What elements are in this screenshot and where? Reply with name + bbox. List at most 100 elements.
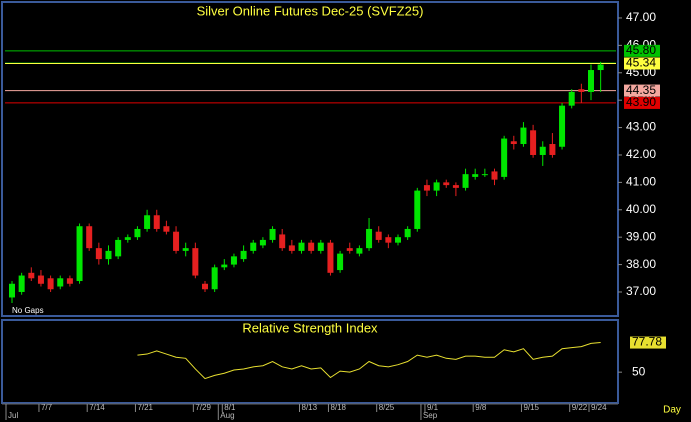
candle-body (559, 105, 566, 147)
candle-body (230, 256, 237, 265)
candle-body (288, 245, 295, 251)
candle-body (404, 228, 411, 238)
y-tick-label: 39.00 (626, 229, 656, 243)
month-label: Aug (220, 411, 234, 420)
rsi-last-label: 77.78 (632, 335, 662, 349)
y-tick-label: 47.00 (626, 10, 656, 24)
candle-body (568, 91, 575, 106)
candle-body (317, 242, 324, 251)
x-tick-label: 7/29 (195, 403, 211, 412)
candle-body (28, 272, 35, 279)
price-panel (1, 1, 619, 317)
candle-body (356, 248, 363, 254)
x-tick-label: 9/1 (427, 403, 439, 412)
candle-body (202, 283, 208, 290)
candle-body (86, 226, 93, 249)
candle-body (346, 248, 353, 251)
level-box (624, 44, 660, 57)
candle-body (144, 215, 151, 229)
level-label: 45.34 (626, 56, 656, 70)
period-label: Day (663, 405, 681, 416)
candle-body (279, 234, 286, 249)
candle-body (240, 250, 247, 260)
x-tick-label: 9/8 (475, 403, 487, 412)
candle-body (173, 231, 180, 251)
x-tick-label: 7/21 (137, 403, 153, 412)
month-label: Jul (8, 411, 18, 420)
chart-title: Silver Online Futures Dec-25 (SVFZ25) (197, 3, 424, 18)
month-label: Sep (423, 411, 438, 420)
candle-body (211, 267, 218, 290)
candle-body (308, 242, 315, 251)
candle-body (452, 185, 459, 188)
candle-body (250, 242, 257, 251)
x-tick-label: 8/18 (330, 403, 346, 412)
candle-body (443, 182, 450, 186)
candle-body (433, 182, 440, 191)
candle-body (395, 237, 401, 243)
candle-body (530, 130, 537, 155)
candle-body (414, 190, 421, 229)
candle-body (105, 250, 112, 260)
candle-body (510, 141, 517, 145)
candle-body (124, 237, 131, 240)
candle-body (481, 174, 488, 176)
candle-body (539, 146, 546, 155)
level-label: 45.80 (626, 43, 656, 57)
x-tick-label: 7/7 (41, 403, 53, 412)
candle-body (337, 253, 344, 271)
candle-body (134, 228, 141, 238)
candle-body (597, 64, 604, 71)
x-tick-label: 9/22 (572, 403, 588, 412)
rsi-title: Relative Strength Index (242, 320, 378, 335)
candle-body (18, 275, 25, 292)
level-label: 44.35 (626, 83, 656, 97)
rsi-last-box (630, 336, 666, 349)
level-box (624, 57, 660, 70)
y-tick-label: 37.00 (626, 284, 656, 298)
candle-body (472, 174, 479, 177)
candle-body (182, 248, 189, 251)
candle-body (462, 174, 469, 188)
candle-body (366, 228, 373, 249)
candle-body (298, 242, 305, 251)
level-label: 43.90 (626, 95, 656, 109)
candle-body (9, 283, 15, 298)
x-tick-label: 7/14 (89, 403, 105, 412)
x-tick-label: 8/1 (224, 403, 236, 412)
candle-body (327, 242, 334, 273)
candle-body (163, 226, 170, 232)
candle-body (491, 171, 498, 180)
candle-body (520, 127, 527, 145)
candle-body (95, 248, 102, 260)
x-tick-label: 8/13 (302, 403, 318, 412)
candle-body (423, 185, 430, 191)
y-tick-label: 40.00 (626, 202, 656, 216)
y-tick-label: 41.00 (626, 175, 656, 189)
candle-body (578, 89, 585, 92)
candle-body (259, 239, 266, 246)
y-tick-label: 43.00 (626, 120, 656, 134)
gaps-note: No Gaps (12, 306, 44, 315)
candle-body (385, 237, 392, 243)
x-tick-label: 8/25 (379, 403, 395, 412)
candle-body (375, 231, 382, 240)
candle-body (221, 264, 228, 268)
x-tick-label: 9/24 (591, 403, 607, 412)
candle-body (76, 226, 83, 282)
level-box (624, 84, 660, 97)
y-tick-label: 42.00 (626, 147, 656, 161)
candle-body (37, 275, 44, 284)
candle-body (192, 248, 199, 276)
rsi-panel (1, 319, 619, 404)
candle-body (269, 228, 276, 240)
candle-body (549, 144, 556, 155)
candle-body (47, 278, 54, 290)
candle-body (66, 278, 73, 284)
candle-body (588, 70, 594, 92)
candle-body (501, 138, 508, 177)
rsi-tick-label: 50 (632, 364, 646, 378)
candle-body (115, 239, 122, 257)
